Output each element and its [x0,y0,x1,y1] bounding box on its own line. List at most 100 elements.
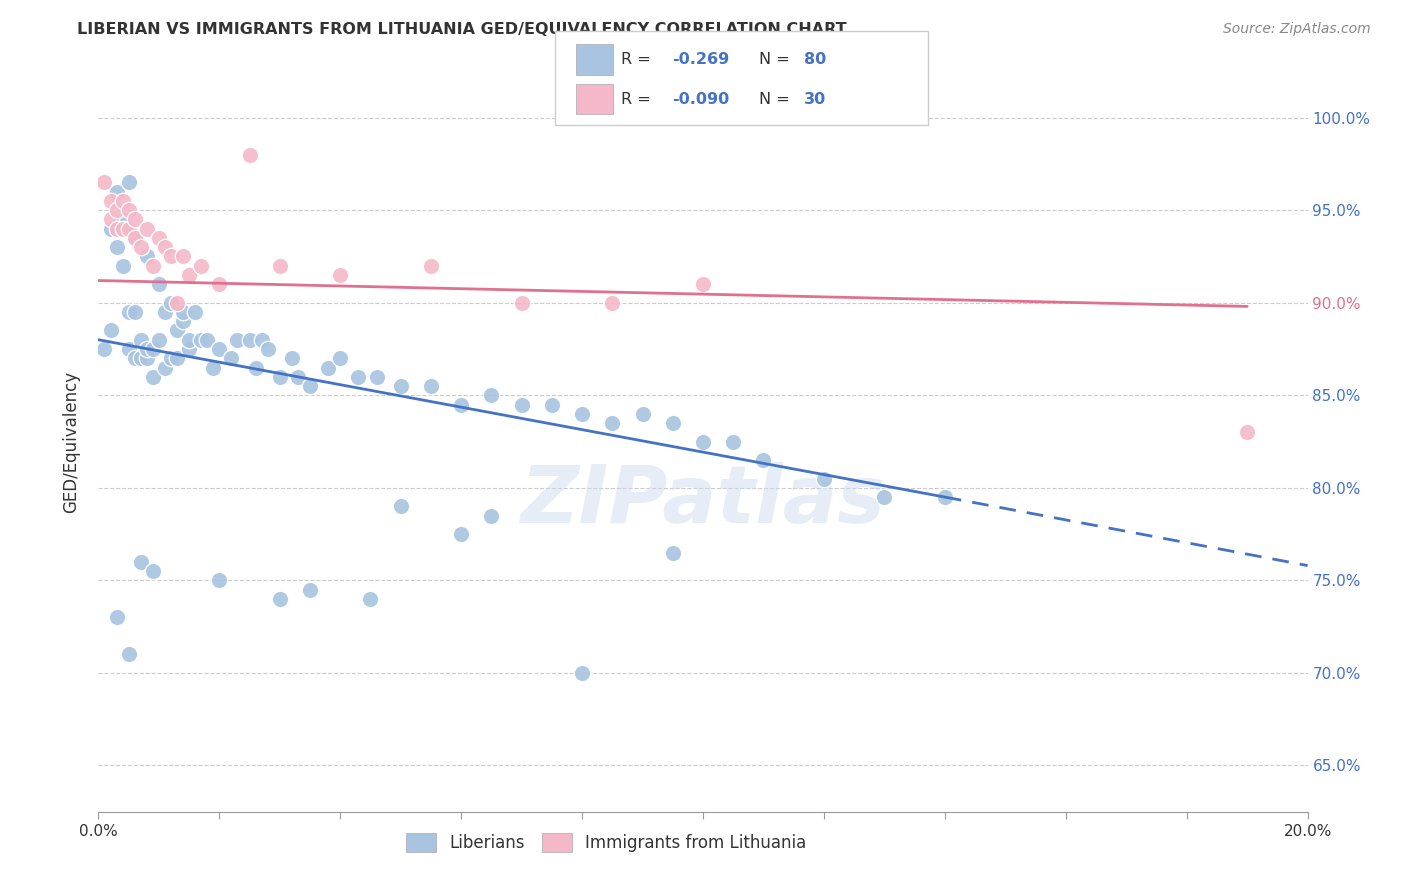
Point [135,249,157,263]
Point [208,342,231,356]
Point [245,360,267,375]
Point [172,249,194,263]
Point [105,221,128,235]
Point [602,295,624,310]
Point [160,249,183,263]
Point [111,259,134,273]
Point [124,212,146,227]
Point [420,379,443,393]
Point [93,175,115,190]
Point [239,333,262,347]
Point [221,351,243,366]
Point [135,221,157,235]
Text: ZIPatlas: ZIPatlas [520,462,886,540]
Point [813,471,835,485]
Point [142,369,165,384]
Point [661,416,683,430]
Point [142,342,165,356]
Point [389,379,412,393]
Point [111,194,134,208]
Point [250,333,273,347]
Point [510,295,533,310]
Point [481,388,503,402]
Point [269,369,291,384]
Point [329,351,352,366]
Point [118,305,141,319]
Point [450,397,472,411]
Point [100,212,122,227]
Point [100,221,122,235]
Point [179,333,201,347]
Point [100,323,122,337]
Point [129,240,152,254]
Point [661,546,683,560]
Point [166,323,188,337]
Point [160,295,183,310]
Point [481,508,503,523]
Point [190,333,212,347]
Point [329,268,352,282]
Point [269,259,291,273]
Point [166,351,188,366]
Text: LIBERIAN VS IMMIGRANTS FROM LITHUANIA GED/EQUIVALENCY CORRELATION CHART: LIBERIAN VS IMMIGRANTS FROM LITHUANIA GE… [77,22,846,37]
Point [129,351,152,366]
Point [281,351,304,366]
Point [190,259,212,273]
Point [299,379,322,393]
Point [299,582,322,597]
Point [269,591,291,606]
Point [111,221,134,235]
Point [571,407,593,421]
Point [540,397,562,411]
Text: Source: ZipAtlas.com: Source: ZipAtlas.com [1223,22,1371,37]
Point [93,342,115,356]
Point [153,360,176,375]
Point [105,610,128,624]
Point [287,369,309,384]
Point [752,453,775,467]
Point [723,434,745,449]
Point [179,342,201,356]
Point [692,277,714,292]
Point [148,277,170,292]
Text: -0.090: -0.090 [672,92,730,107]
Point [631,407,654,421]
Point [166,295,188,310]
Point [389,500,412,514]
Point [172,305,194,319]
Point [316,360,339,375]
Point [366,369,388,384]
Point [118,203,141,218]
Point [347,369,370,384]
Legend: Liberians, Immigrants from Lithuania: Liberians, Immigrants from Lithuania [399,826,813,859]
Point [239,147,262,161]
Point [135,351,157,366]
Text: 80: 80 [804,52,827,67]
Point [420,259,443,273]
Point [129,333,152,347]
Point [179,268,201,282]
Point [208,574,231,588]
Point [256,342,278,356]
Point [692,434,714,449]
Point [142,259,165,273]
Point [124,351,146,366]
Point [153,305,176,319]
Point [195,333,218,347]
Point [148,333,170,347]
Point [124,305,146,319]
Point [124,231,146,245]
Point [360,591,382,606]
Point [602,416,624,430]
Point [160,351,183,366]
Point [172,314,194,328]
Point [118,175,141,190]
Point [142,564,165,578]
Point [226,333,249,347]
Text: N =: N = [759,92,796,107]
Point [450,527,472,541]
Point [148,231,170,245]
Point [184,305,207,319]
Point [105,203,128,218]
Point [510,397,533,411]
